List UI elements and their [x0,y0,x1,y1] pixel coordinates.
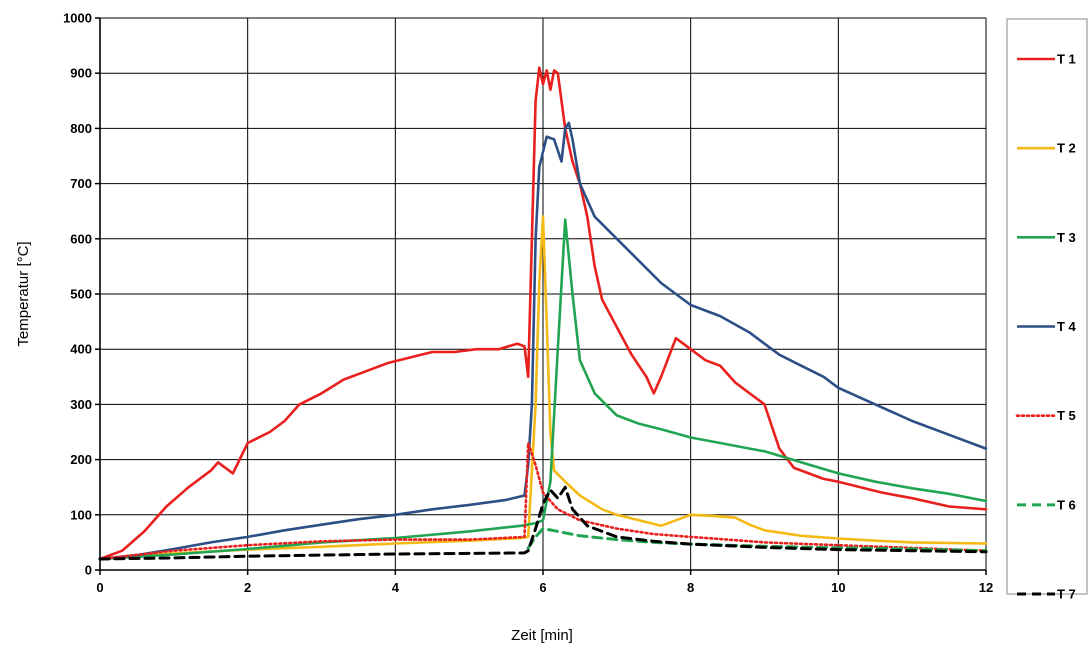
y-tick-label: 600 [70,231,92,246]
legend: T 1 T 2 T 3 T 4 T 5 T 6 T 7 [1006,18,1088,602]
series-line-7 [98,485,988,561]
axes [99,18,986,571]
legend-label-5: T 5 [1057,408,1076,423]
x-tick-label: 12 [979,580,993,595]
y-tick-label: 0 [85,563,92,578]
x-tick-label: 10 [831,580,845,595]
series-line-3 [98,218,988,561]
y-axis-label: Temperatur [°C] [15,241,32,346]
x-tick-label: 4 [392,580,400,595]
legend-label-1: T 1 [1057,52,1076,67]
x-tick-label: 0 [96,580,103,595]
legend-label-7: T 7 [1057,587,1076,602]
legend-label-6: T 6 [1057,497,1076,512]
y-tick-label: 300 [70,397,92,412]
x-tick-label: 2 [244,580,251,595]
series-line-5 [98,441,988,561]
legend-label-4: T 4 [1057,319,1077,334]
x-axis-label: Zeit [min] [511,627,573,644]
y-tick-label: 900 [70,66,92,81]
y-tick-label: 200 [70,452,92,467]
series-layer [98,66,988,561]
x-tick-label: 6 [539,580,546,595]
y-tick-label: 700 [70,176,92,191]
grid-lines [100,17,987,570]
series-line-4 [98,121,988,561]
y-tick-label: 400 [70,342,92,357]
x-tick-label: 8 [687,580,694,595]
series-line-1 [98,66,988,561]
y-tick-label: 1000 [63,11,92,26]
legend-label-3: T 3 [1057,230,1076,245]
legend-label-2: T 2 [1057,141,1076,156]
y-axis-ticks: 0 100 200 300 400 500 600 700 800 900 1000 [63,11,100,578]
y-tick-label: 100 [70,507,92,522]
y-tick-label: 800 [70,121,92,136]
y-tick-label: 500 [70,287,92,302]
x-axis-ticks: 0 2 4 6 8 10 12 [96,570,993,595]
